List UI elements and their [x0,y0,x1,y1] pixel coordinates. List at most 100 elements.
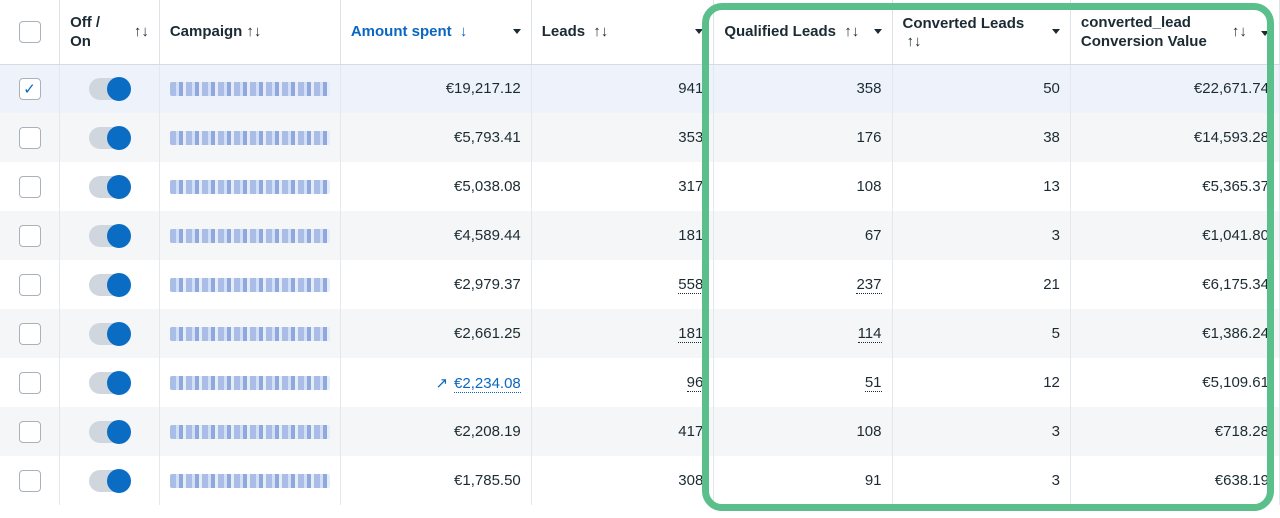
amount-cell: €19,217.12 [340,64,532,113]
campaign-cell[interactable] [159,64,341,113]
table-row[interactable]: ↗ €2,234.08 96 51 12 €5,109.61 [0,358,1280,407]
column-menu-chevron-icon[interactable] [512,29,521,35]
table-row[interactable]: ✓ €19,217.12 941 358 50 €22,671.74 [0,64,1280,113]
redacted-campaign-name[interactable] [169,277,330,292]
value-cell: €1,386.24 [1070,309,1280,358]
campaign-toggle[interactable] [89,272,132,297]
column-menu-chevron-icon[interactable] [873,29,882,35]
redacted-campaign-name[interactable] [169,228,330,243]
redacted-campaign-name[interactable] [169,473,330,488]
column-menu-chevron-icon[interactable] [695,29,704,35]
campaign-toggle[interactable] [89,174,132,199]
qualified-cell: 91 [713,456,893,505]
sort-icon[interactable]: ↑↓ [1231,23,1247,41]
converted-cell: 3 [892,456,1071,505]
toggle-knob [107,370,132,395]
converted-cell: 5 [892,309,1071,358]
row-checkbox[interactable] [18,469,41,492]
sort-icon[interactable]: ↑↓ [246,23,262,41]
amount-value: €1,785.50 [454,472,521,489]
header-leads[interactable]: Leads ↑↓ [531,0,715,65]
header-off-on[interactable]: Off / On ↑↓ [59,0,160,65]
row-checkbox[interactable] [18,371,41,394]
campaign-toggle[interactable] [89,76,132,101]
amount-cell: €5,038.08 [340,162,532,211]
column-menu-chevron-icon[interactable] [1261,31,1269,37]
campaign-toggle[interactable] [89,419,132,444]
table-row[interactable]: €2,979.37 558 237 21 €6,175.34 [0,260,1280,309]
qualified-value[interactable]: 114 [857,325,882,343]
campaign-cell[interactable] [159,358,341,407]
table-row[interactable]: €4,589.44 181 67 3 €1,041.80 [0,211,1280,260]
sort-icon[interactable]: ↑↓ [844,23,860,41]
conversion-value: €5,109.61 [1202,374,1269,391]
redacted-campaign-name[interactable] [169,179,330,194]
table-row[interactable]: €2,208.19 417 108 3 €718.28 [0,407,1280,456]
select-all-checkbox[interactable] [18,20,41,43]
campaign-cell[interactable] [159,456,341,505]
table-row[interactable]: €5,793.41 353 176 38 €14,593.28 [0,113,1280,162]
redacted-campaign-name[interactable] [169,326,330,341]
row-checkbox[interactable] [18,126,41,149]
redacted-campaign-name[interactable] [169,130,330,145]
redacted-campaign-name[interactable] [169,81,330,96]
amount-value: €2,979.37 [454,276,521,293]
campaign-toggle[interactable] [89,468,132,493]
leads-value[interactable]: 96 [686,374,704,392]
converted-cell: 3 [892,211,1071,260]
campaign-cell[interactable] [159,113,341,162]
qualified-value: 108 [856,423,882,440]
qualified-cell: 176 [713,113,893,162]
row-checkbox[interactable]: ✓ [18,77,41,100]
qualified-value: 176 [856,129,882,146]
column-menu-chevron-icon[interactable] [1051,29,1060,35]
qualified-value: 67 [864,227,882,244]
leads-cell: 96 [531,358,715,407]
sort-icon[interactable]: ↑↓ [133,23,149,41]
table-row[interactable]: €1,785.50 308 91 3 €638.19 [0,456,1280,505]
sort-desc-icon[interactable]: ↓ [459,23,468,41]
sort-icon[interactable]: ↑↓ [593,23,609,41]
converted-cell: 13 [892,162,1071,211]
amount-link[interactable]: €2,234.08 [454,374,521,393]
qualified-value[interactable]: 237 [856,276,882,294]
leads-value[interactable]: 181 [678,325,704,343]
table-row[interactable]: €5,038.08 317 108 13 €5,365.37 [0,162,1280,211]
campaign-cell[interactable] [159,309,341,358]
campaign-cell[interactable] [159,211,341,260]
campaign-toggle[interactable] [89,125,132,150]
redacted-campaign-name[interactable] [169,424,330,439]
amount-cell: €2,661.25 [340,309,532,358]
row-checkbox[interactable] [18,420,41,443]
table-row[interactable]: €2,661.25 181 114 5 €1,386.24 [0,309,1280,358]
leads-cell: 181 [531,309,715,358]
sort-icon[interactable]: ↑↓ [906,32,922,50]
qualified-value[interactable]: 51 [864,374,882,392]
select-cell [0,113,61,162]
conversion-value: €718.28 [1214,423,1269,440]
header-qualified-leads[interactable]: Qualified Leads ↑↓ [713,0,893,65]
row-checkbox[interactable] [18,322,41,345]
row-checkbox[interactable] [18,175,41,198]
amount-cell: ↗ €2,234.08 [340,358,532,407]
campaign-cell[interactable] [159,260,341,309]
campaign-toggle[interactable] [89,223,132,248]
campaign-cell[interactable] [159,407,341,456]
leads-value[interactable]: 558 [678,276,704,294]
toggle-cell [59,358,160,407]
row-checkbox[interactable] [18,224,41,247]
campaigns-table: Off / On ↑↓ Campaign ↑↓ Amount spent ↓ [0,0,1280,505]
header-converted-leads[interactable]: Converted Leads ↑↓ [892,0,1071,65]
header-conversion-value[interactable]: converted_lead Conversion Value ↑↓ [1070,0,1280,65]
campaign-toggle[interactable] [89,370,132,395]
header-amount-spent[interactable]: Amount spent ↓ [340,0,532,65]
header-campaign[interactable]: Campaign ↑↓ [159,0,341,65]
campaign-toggle[interactable] [89,321,132,346]
campaign-cell[interactable] [159,162,341,211]
amount-cell: €2,979.37 [340,260,532,309]
value-cell: €22,671.74 [1070,64,1280,113]
row-checkbox[interactable] [18,273,41,296]
toggle-knob [107,223,132,248]
leads-cell: 941 [531,64,715,113]
redacted-campaign-name[interactable] [169,375,330,390]
